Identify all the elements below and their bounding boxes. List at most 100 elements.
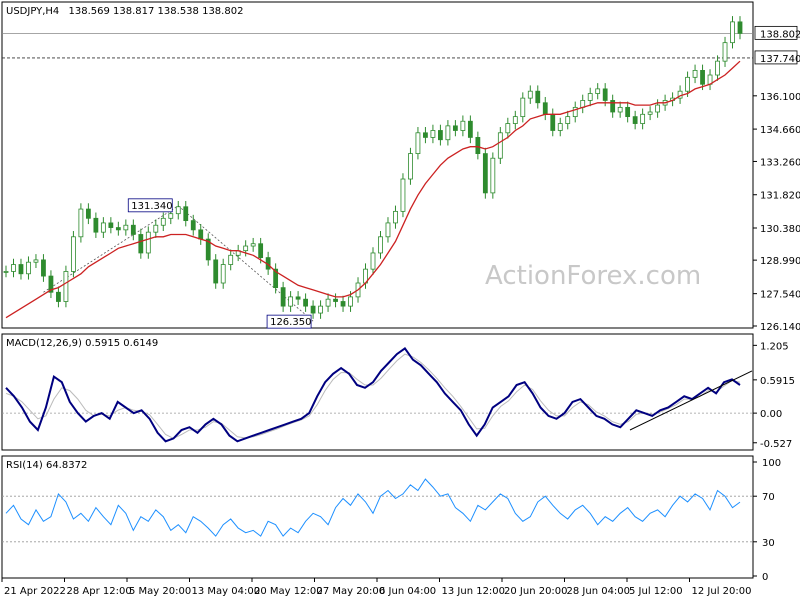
price-axis-label: 134.660: [760, 125, 800, 136]
candle-body: [108, 222, 114, 228]
moving-average-line: [5, 60, 741, 319]
candle-body: [610, 100, 616, 113]
candle-body: [123, 224, 129, 231]
candle-body: [273, 268, 279, 289]
watermark: ActionForex.com: [485, 261, 701, 291]
candle-body: [56, 291, 61, 302]
price-axis-label: 130.380: [760, 224, 800, 235]
candle-body: [512, 116, 518, 124]
swing-high-label: 131.340: [131, 201, 172, 212]
candle-body: [505, 123, 511, 134]
time-axis-label: 13 May 04:00: [192, 586, 261, 597]
candle-body: [647, 111, 653, 115]
candle-body: [520, 97, 526, 118]
candle-body: [138, 234, 144, 254]
candle-body: [700, 69, 705, 85]
candle-body: [190, 220, 196, 231]
candle-body: [617, 106, 623, 113]
candle-body: [318, 305, 323, 314]
rsi-line: [5, 478, 741, 537]
candle-body: [280, 287, 286, 307]
candle-body: [572, 106, 578, 118]
price-symbol: USDJPY,H4: [6, 6, 59, 17]
time-axis-label: 20 Jun 20:00: [504, 586, 568, 597]
candle-body: [100, 222, 106, 233]
candle-body: [730, 21, 735, 44]
macd-header: MACD(12,26,9) 0.5915 0.6149: [6, 338, 158, 349]
time-axis-label: 6 Jun 04:00: [379, 586, 436, 597]
candle-body: [482, 153, 488, 194]
candle-body: [497, 132, 503, 159]
price-axis-label: 126.140: [760, 322, 800, 333]
macd-axis-label: -0.527: [760, 439, 792, 450]
time-axis-label: 27 May 20:00: [317, 586, 386, 597]
candle-body: [685, 76, 690, 92]
macd-axis-label: 0.00: [760, 409, 782, 420]
price-axis-label: 127.540: [760, 290, 800, 301]
candle-body: [303, 298, 308, 307]
candle-body: [632, 116, 638, 124]
price-axis-label: 133.260: [760, 157, 800, 168]
candle-body: [115, 227, 121, 231]
candle-body: [258, 243, 264, 258]
rsi-axis-label: 0: [762, 572, 768, 583]
candle-body: [250, 243, 256, 247]
candle-body: [3, 271, 9, 273]
candle-body: [228, 254, 234, 265]
candle-body: [295, 296, 301, 300]
candle-body: [71, 236, 76, 272]
candle-body: [415, 132, 421, 154]
rsi-layer: [2, 478, 753, 543]
candle-body: [557, 123, 563, 131]
rsi-axis-label: 70: [762, 492, 775, 503]
rsi-axis-label: 100: [762, 458, 781, 469]
price-axis-label: 128.990: [760, 256, 800, 267]
macd-layer: [2, 347, 753, 443]
price-axis-badge: [754, 25, 798, 40]
price-axis-label: 138.802: [760, 29, 800, 40]
time-axis-label: 28 Apr 12:00: [67, 586, 132, 597]
candle-body: [340, 301, 346, 307]
macd-axis-label: 1.205: [760, 341, 789, 352]
time-axis-label: 21 Apr 2022: [4, 586, 66, 597]
candle-body: [26, 261, 31, 275]
rsi-axis-label: 30: [762, 538, 775, 549]
swing-low-box: [266, 314, 312, 329]
price-ohlc: 138.569 138.817 138.538 138.802: [68, 6, 243, 17]
candle-body: [160, 217, 166, 226]
candle-body: [145, 231, 151, 254]
candle-body: [153, 224, 159, 233]
candle-body: [243, 245, 249, 252]
candle-body: [310, 305, 316, 314]
candle-body: [183, 206, 189, 222]
candle-body: [168, 213, 174, 219]
candle-body: [640, 113, 646, 124]
candle-body: [527, 90, 533, 99]
candle-body: [452, 125, 458, 131]
time-axis-label: 5 May 20:00: [129, 586, 191, 597]
price-axis-label: 136.100: [760, 92, 800, 103]
candle-body: [535, 90, 541, 104]
rsi-panel-frame: [1, 455, 754, 579]
price-header: USDJPY,H4 138.569 138.817 138.538 138.80…: [6, 6, 243, 17]
time-axis-label: 5 Jul 12:00: [629, 586, 683, 597]
candle-body: [130, 224, 136, 235]
candle-body: [370, 252, 376, 270]
candle-body: [288, 296, 294, 307]
candle-body: [467, 120, 473, 138]
candle-body: [565, 116, 571, 124]
axis-layer: 138.802 137.740 136.100 134.660 133.260 131.8…: [1, 25, 800, 597]
swing-high-box: [127, 198, 173, 213]
candle-body: [63, 271, 69, 302]
macd-panel-frame: [1, 333, 754, 451]
price-panel-frame: [1, 1, 754, 329]
candle-body: [737, 21, 743, 34]
candle-body: [325, 298, 331, 307]
candle-body: [78, 208, 84, 238]
candle-body: [348, 296, 353, 307]
price-axis-label: 131.820: [760, 191, 800, 202]
candle-body: [175, 206, 181, 215]
candle-body: [423, 132, 428, 138]
candle-body: [33, 259, 39, 263]
candle-body: [595, 88, 601, 94]
